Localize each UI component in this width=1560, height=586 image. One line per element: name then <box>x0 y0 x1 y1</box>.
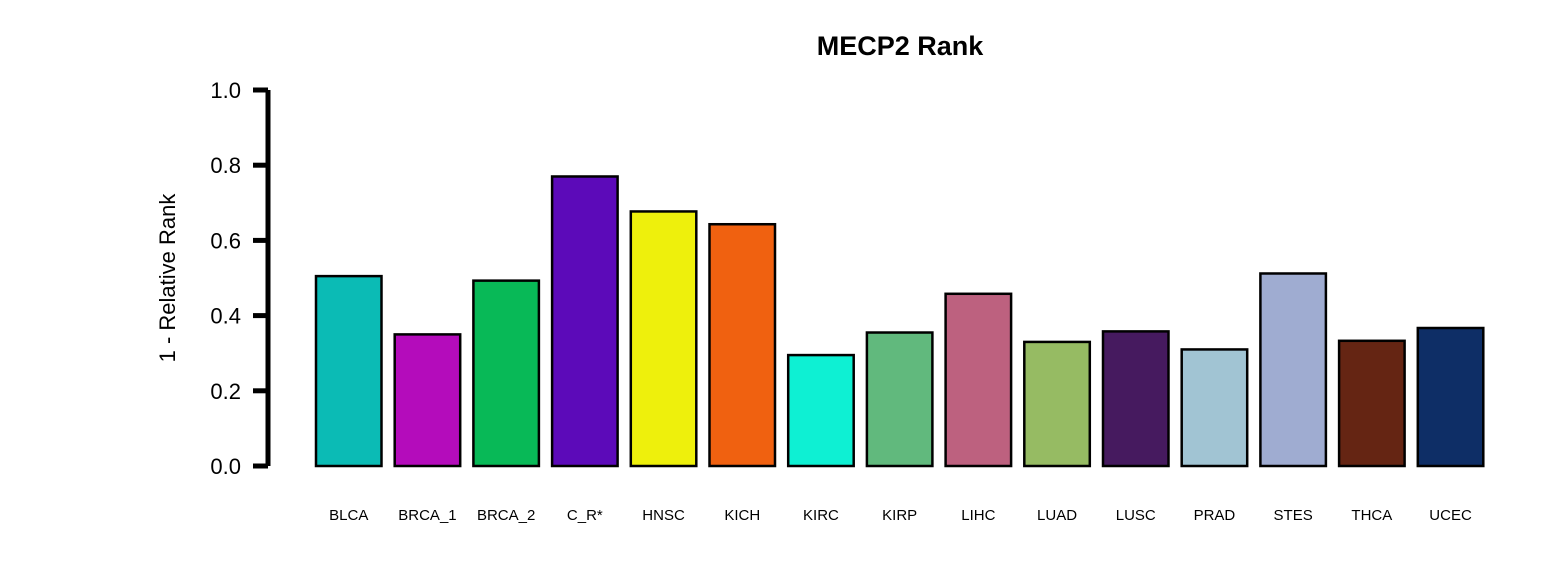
bar-brca-1 <box>393 333 462 468</box>
bar-thca <box>1337 339 1406 468</box>
category-label: PRAD <box>1194 507 1236 524</box>
category-label: STES <box>1274 507 1313 524</box>
y-tick-label: 0.2 <box>210 379 241 404</box>
y-axis-label: 1 - Relative Rank <box>155 193 180 363</box>
bar-prad <box>1180 348 1249 468</box>
category-label: LIHC <box>961 507 995 524</box>
bars-group <box>314 175 1485 468</box>
category-label: LUSC <box>1116 507 1156 524</box>
chart-title: MECP2 Rank <box>817 31 985 61</box>
bar-blca <box>314 274 383 468</box>
y-tick-label: 0.0 <box>210 454 241 479</box>
bar-lihc <box>944 292 1013 468</box>
category-label: UCEC <box>1429 507 1472 524</box>
bar-luad <box>1023 340 1092 468</box>
bar-kirc <box>786 353 855 468</box>
category-label: BRCA_1 <box>398 507 456 524</box>
y-axis: 0.0 0.2 0.4 0.6 0.8 1.0 <box>210 78 271 479</box>
bar-brca-2 <box>472 279 541 468</box>
category-label: LUAD <box>1037 507 1077 524</box>
category-label: THCA <box>1351 507 1392 524</box>
category-label: KICH <box>724 507 760 524</box>
bar-hnsc <box>629 210 698 468</box>
bar-stes <box>1259 272 1328 468</box>
category-label: C_R* <box>567 507 603 524</box>
y-tick-label: 0.8 <box>210 153 241 178</box>
y-tick-label: 1.0 <box>210 78 241 103</box>
y-tick-label: 0.4 <box>210 304 241 329</box>
bar-kirp <box>865 331 934 468</box>
category-label: BRCA_2 <box>477 507 535 524</box>
bar-lusc <box>1101 330 1170 468</box>
category-label: KIRP <box>882 507 917 524</box>
bar-c-r <box>550 175 619 468</box>
category-label: KIRC <box>803 507 839 524</box>
bar-ucec <box>1416 326 1485 468</box>
y-tick-label: 0.6 <box>210 228 241 253</box>
category-labels: BLCA BRCA_1 BRCA_2 C_R* HNSC KICH KIRC KIRP LIHC… <box>329 507 1472 524</box>
bar-kich <box>708 222 777 468</box>
category-label: HNSC <box>642 507 685 524</box>
category-label: BLCA <box>329 507 368 524</box>
